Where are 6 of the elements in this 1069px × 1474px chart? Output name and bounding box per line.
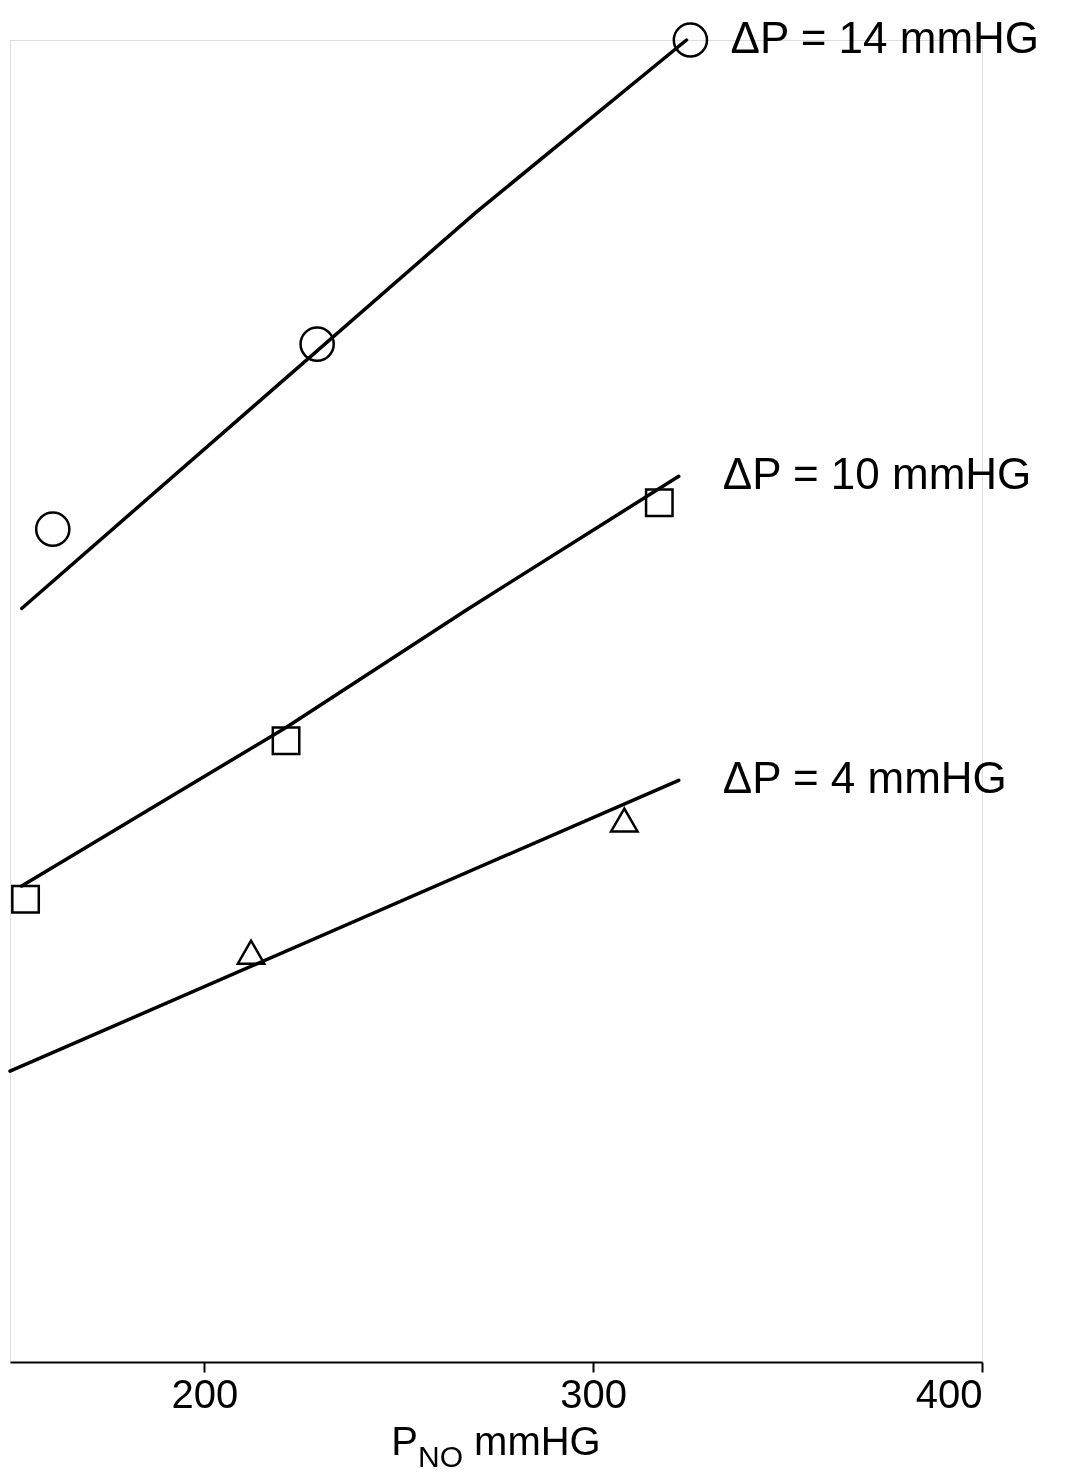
series-label: ΔP = 4 mmHG bbox=[722, 753, 1007, 803]
series-label: ΔP = 10 mmHG bbox=[722, 449, 1032, 499]
x-tick-label: 300 bbox=[560, 1371, 628, 1416]
x-tick-label: 400 bbox=[915, 1371, 983, 1416]
x-tick-label: 200 bbox=[171, 1371, 239, 1416]
series-label: ΔP = 14 mmHG bbox=[730, 13, 1040, 62]
